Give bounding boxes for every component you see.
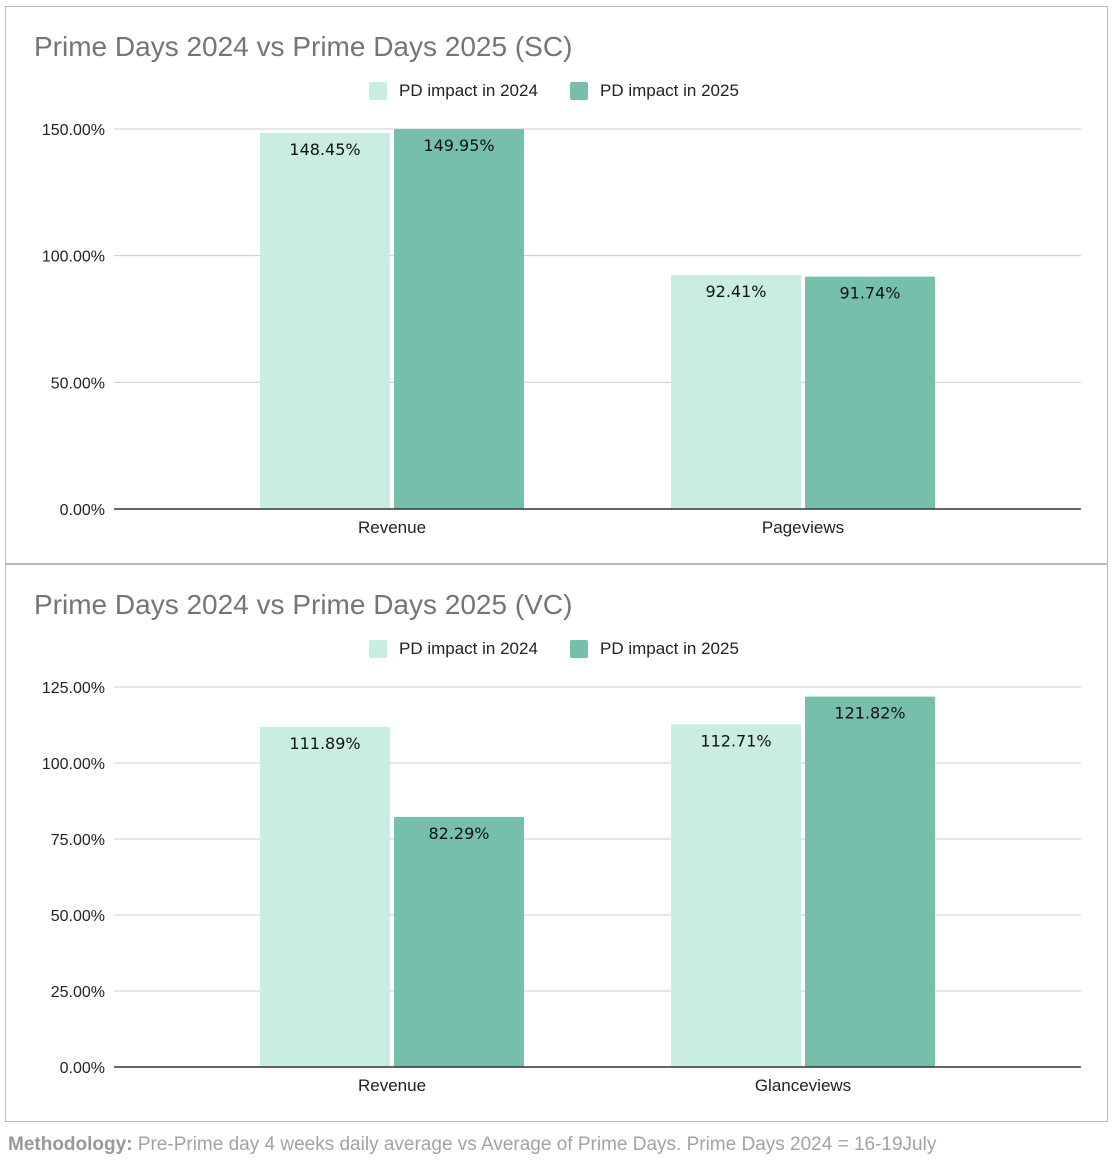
legend-item-2025: PD impact in 2025: [570, 81, 739, 101]
methodology-text: Pre-Prime day 4 weeks daily average vs A…: [132, 1134, 937, 1155]
y-tick-label: 150.00%: [42, 122, 105, 139]
legend-swatch-2024: [369, 82, 387, 100]
y-tick-label: 50.00%: [51, 375, 105, 392]
x-tick-label: Revenue: [358, 518, 426, 537]
x-tick-label: Glanceviews: [755, 1076, 851, 1095]
methodology-label: Methodology:: [8, 1134, 133, 1155]
data-label: 121.82%: [834, 704, 905, 723]
y-tick-label: 75.00%: [51, 832, 105, 849]
x-tick-label: Revenue: [358, 1076, 426, 1095]
chart-plot-sc: 0.00% 50.00% 100.00% 150.00% 148.45% 149.95% R…: [42, 122, 1081, 537]
bar: [394, 129, 524, 510]
y-tick-label: 25.00%: [51, 984, 105, 1001]
legend-item-2025: PD impact in 2025: [570, 639, 739, 659]
data-label: 82.29%: [428, 824, 489, 843]
bar: [260, 132, 390, 509]
bar: [260, 726, 390, 1067]
methodology-note: Methodology: Pre-Prime day 4 weeks daily…: [8, 1134, 936, 1156]
bar: [394, 816, 524, 1067]
x-tick-label: Pageviews: [762, 518, 844, 537]
y-tick-label: 100.00%: [42, 756, 105, 773]
data-label: 149.95%: [423, 136, 494, 155]
legend-swatch-2025: [570, 82, 588, 100]
chart-legend: PD impact in 2024 PD impact in 2025: [6, 639, 1107, 663]
y-tick-label: 50.00%: [51, 908, 105, 925]
chart-panel-vc: Prime Days 2024 vs Prime Days 2025 (VC) …: [5, 564, 1108, 1122]
y-tick-label: 0.00%: [60, 1060, 105, 1077]
data-label: 111.89%: [289, 734, 360, 753]
chart-plot-vc: 0.00% 25.00% 50.00% 75.00% 100.00% 125.00% 111…: [42, 680, 1081, 1095]
data-label: 148.45%: [289, 140, 360, 159]
legend-label-2025: PD impact in 2025: [600, 639, 739, 658]
y-tick-label: 0.00%: [60, 502, 105, 519]
legend-label-2024: PD impact in 2024: [399, 81, 538, 100]
data-label: 91.74%: [839, 284, 900, 303]
legend-swatch-2025: [570, 640, 588, 658]
y-tick-label: 125.00%: [42, 680, 105, 697]
bar: [805, 696, 935, 1067]
legend-swatch-2024: [369, 640, 387, 658]
legend-label-2025: PD impact in 2025: [600, 81, 739, 100]
legend-label-2024: PD impact in 2024: [399, 639, 538, 658]
legend-item-2024: PD impact in 2024: [369, 81, 538, 101]
chart-panel-sc: Prime Days 2024 vs Prime Days 2025 (SC) …: [5, 6, 1108, 564]
legend-item-2024: PD impact in 2024: [369, 639, 538, 659]
chart-title: Prime Days 2024 vs Prime Days 2025 (SC): [34, 31, 573, 62]
bar: [671, 274, 801, 509]
chart-title: Prime Days 2024 vs Prime Days 2025 (VC): [34, 589, 573, 620]
bar: [671, 724, 801, 1067]
data-label: 112.71%: [700, 731, 771, 750]
bar: [805, 276, 935, 509]
data-label: 92.41%: [705, 282, 766, 301]
chart-legend: PD impact in 2024 PD impact in 2025: [6, 81, 1107, 105]
y-tick-label: 100.00%: [42, 249, 105, 266]
